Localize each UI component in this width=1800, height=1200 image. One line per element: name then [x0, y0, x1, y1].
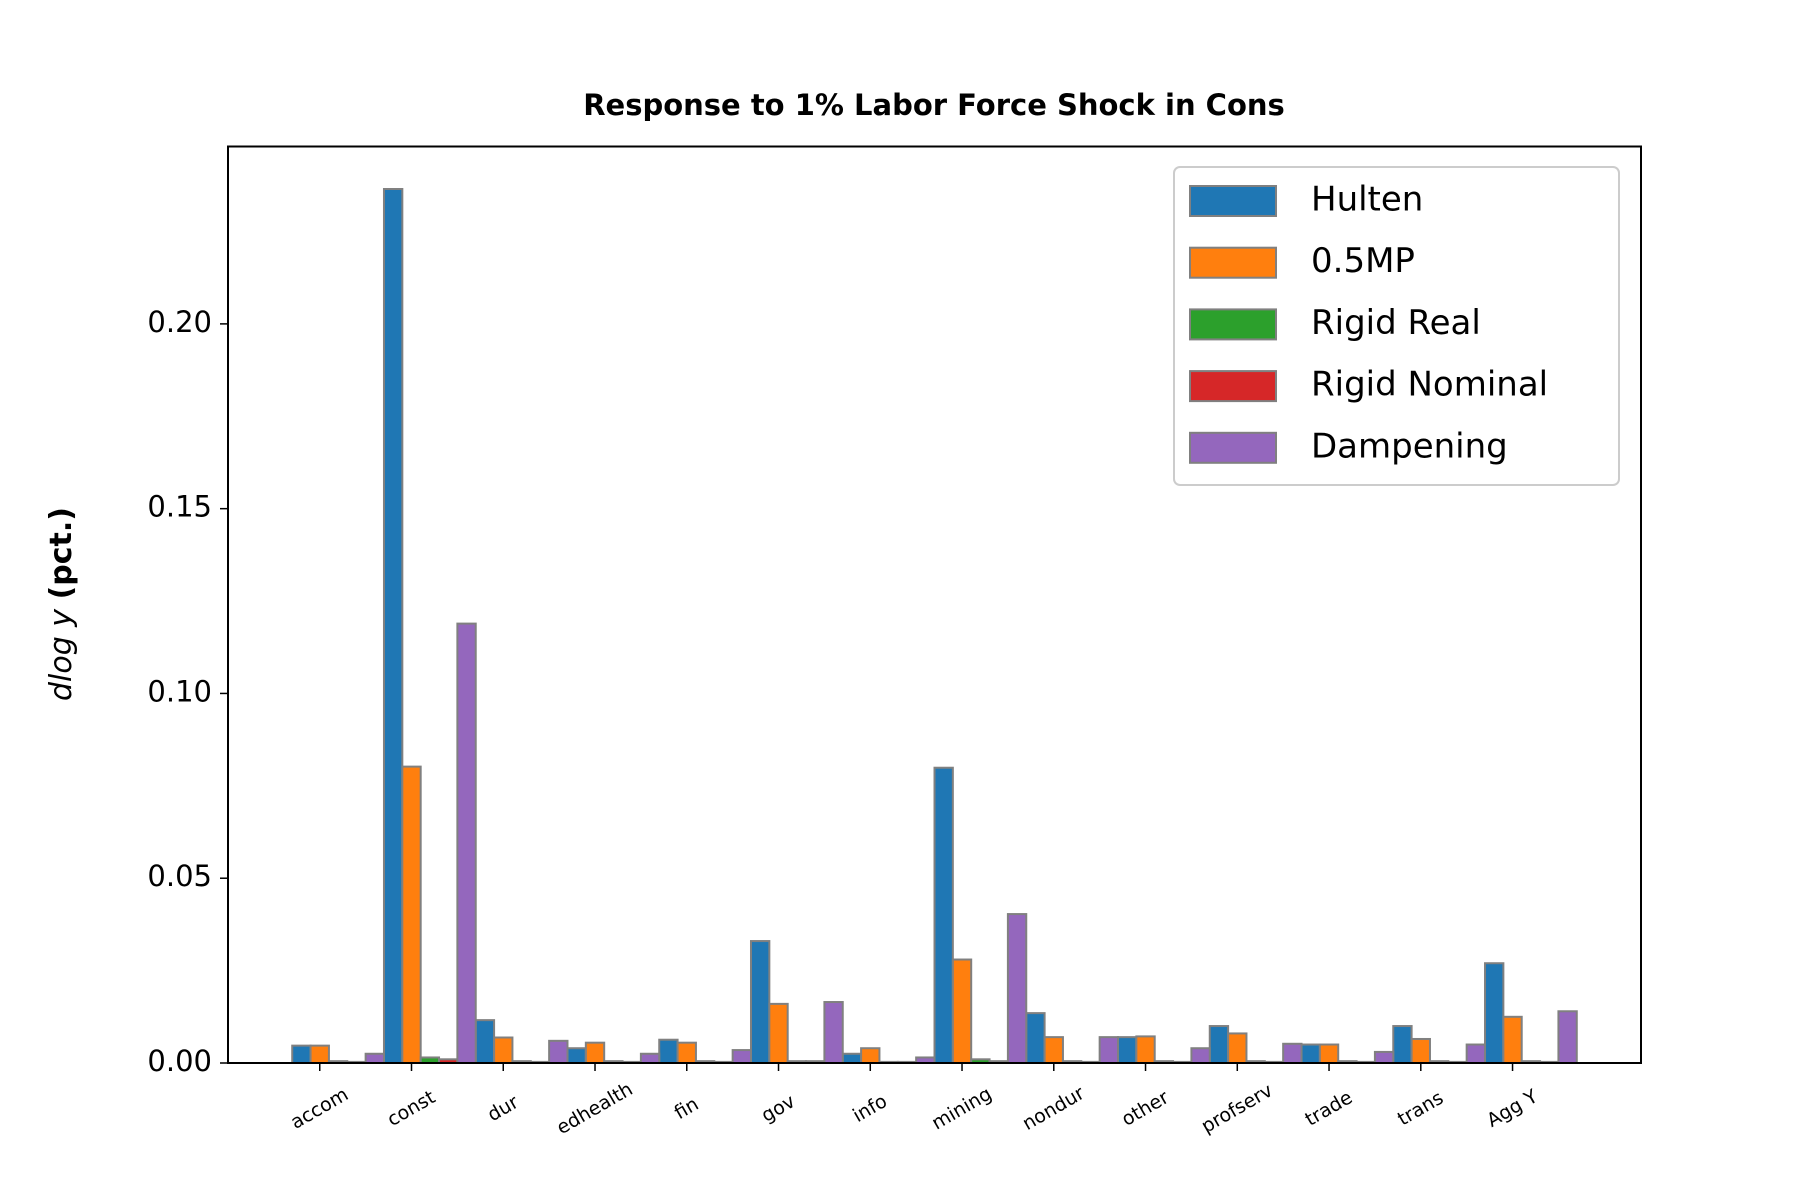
bar — [1043, 1036, 1064, 1065]
legend-box — [1173, 166, 1620, 486]
bar — [1484, 962, 1505, 1065]
bar — [933, 766, 954, 1064]
bar — [309, 1044, 330, 1065]
legend-swatch — [1189, 246, 1277, 279]
bar — [291, 1044, 312, 1065]
bar — [1282, 1042, 1303, 1065]
bar — [1557, 1010, 1578, 1064]
bar — [1502, 1015, 1523, 1064]
bar — [1098, 1036, 1120, 1065]
legend-swatch — [1189, 308, 1277, 341]
bar — [1410, 1037, 1431, 1065]
legend-label: 0.5MP — [1311, 241, 1415, 281]
legend-label: Rigid Real — [1311, 303, 1481, 343]
legend-label: Rigid Nominal — [1311, 365, 1548, 405]
bar — [1190, 1047, 1211, 1065]
bar — [823, 1001, 844, 1065]
bar — [1318, 1043, 1340, 1065]
bar — [1208, 1025, 1230, 1064]
legend-swatch — [1189, 185, 1277, 217]
y-axis-label-math: dlog y — [44, 608, 79, 701]
bar — [676, 1041, 697, 1065]
bar — [1373, 1050, 1395, 1065]
bar — [1135, 1035, 1156, 1065]
bar — [1006, 913, 1028, 1064]
bar — [401, 765, 422, 1064]
bar — [1300, 1043, 1321, 1065]
plot-area — [291, 187, 1578, 1065]
y-axis-label-unit: (pct.) — [44, 507, 79, 599]
bar — [1465, 1043, 1487, 1065]
bar — [1227, 1032, 1248, 1064]
bar — [841, 1052, 863, 1065]
y-tick-label: 0.15 — [147, 490, 212, 524]
bar — [860, 1047, 881, 1065]
bar — [1392, 1025, 1413, 1064]
legend-swatch — [1189, 370, 1277, 403]
bar — [768, 1002, 789, 1065]
bar — [1117, 1036, 1138, 1065]
bar — [456, 622, 477, 1064]
bar — [382, 187, 404, 1065]
legend: Hulten 0.5MP Rigid Real Rigid Nominal Dampen… — [1173, 166, 1620, 486]
y-axis-label: dlog y (pct.) — [44, 507, 79, 701]
bar — [749, 940, 771, 1065]
bar — [474, 1019, 496, 1065]
y-tick-label: 0.20 — [147, 305, 212, 339]
bar — [548, 1039, 569, 1065]
bar — [566, 1047, 587, 1065]
bar — [584, 1041, 606, 1065]
bar — [493, 1036, 514, 1065]
bar — [951, 958, 973, 1064]
bar — [1025, 1012, 1046, 1064]
chart-title: Response to 1% Labor Force Shock in Cons — [583, 88, 1285, 122]
legend-label: Dampening — [1311, 426, 1508, 466]
legend-swatch — [1189, 431, 1277, 464]
y-tick-label: 0.05 — [147, 859, 212, 893]
bar — [731, 1049, 752, 1065]
y-tick-label: 0.10 — [147, 674, 212, 708]
bar — [658, 1038, 679, 1064]
bar — [364, 1052, 385, 1065]
axes-frame — [227, 145, 1642, 1064]
bar — [639, 1052, 661, 1065]
y-tick-label: 0.00 — [147, 1044, 212, 1078]
legend-label: Hulten — [1311, 180, 1423, 220]
